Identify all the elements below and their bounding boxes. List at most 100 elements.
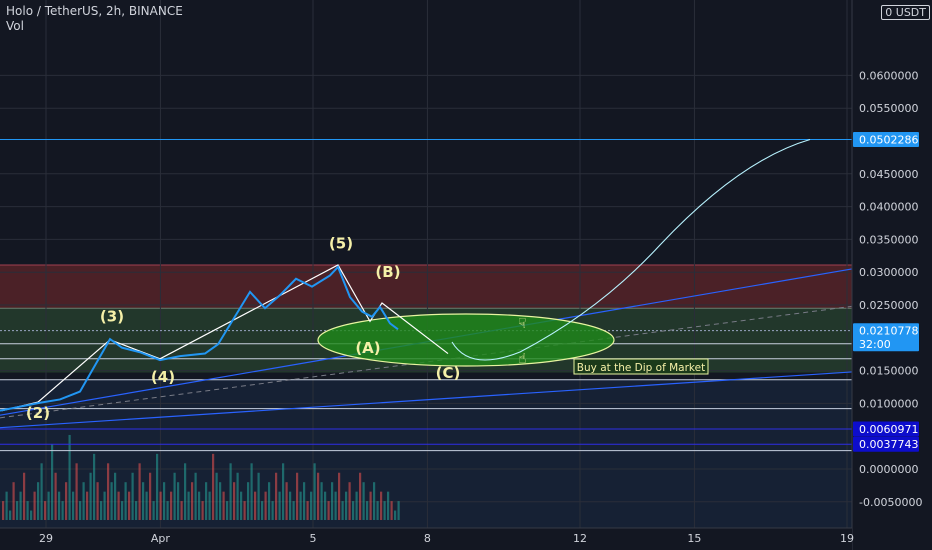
volume-bar [380,491,383,520]
y-tick-label: 0.0300000 [859,266,919,279]
wave-label: (A) [355,339,380,357]
volume-bar [355,491,358,520]
volume-bar [240,491,243,520]
volume-bar [177,482,180,520]
volume-bar [184,463,187,520]
x-tick-label: 5 [310,532,317,545]
volume-bar [124,482,127,520]
volume-bar [170,491,173,520]
volume-bar [376,501,379,520]
volume-bar [5,491,8,520]
volume-bar [205,482,208,520]
volume-bar [79,501,82,520]
volume-layer [2,434,400,520]
y-tick-label: 0.0150000 [859,365,919,378]
volume-bar [233,482,236,520]
y-tick-label: 0.0100000 [859,397,919,410]
volume-bar [30,510,33,520]
volume-bar [299,491,302,520]
volume-bar [26,501,29,520]
volume-bar [131,472,134,520]
volume-bar [306,501,309,520]
price-tag-countdown: 32:00 [859,338,891,351]
volume-bar [166,501,169,520]
x-axis[interactable]: 29 Apr 5 8 12 15 19 [0,527,854,550]
y-tick-label: 0.0450000 [859,168,919,181]
volume-bar [47,491,50,520]
volume-bar [222,491,225,520]
x-tick-label: 29 [39,532,53,545]
volume-bar [303,482,306,520]
volume-bar [313,463,316,520]
volume-bar [387,491,390,520]
projection-curve [451,138,811,361]
y-tick-label: -0.0050000 [859,496,922,509]
volume-bar [2,501,5,520]
wave-label: (3) [100,307,124,325]
volume-bar [257,472,260,520]
volume-bar [369,491,372,520]
grid-layer [0,0,852,528]
volume-bar [9,510,12,520]
volume-bar [16,501,19,520]
volume-bar [250,463,253,520]
price-line [0,265,399,412]
volume-bar [296,472,299,520]
volume-bar [261,501,264,520]
hand-icon: ☟ [518,316,527,332]
volume-bar [40,463,43,520]
zones-layer [0,264,852,550]
volume-bar [254,491,257,520]
volume-bar [348,482,351,520]
annotation-text: Buy at the Dip of Market [577,362,705,374]
volume-bar [282,463,285,520]
volume-bar [191,482,194,520]
x-tick-label: Apr [151,532,171,545]
volume-bar [208,491,211,520]
price-tag-value: 0.0502286 [859,134,919,147]
y-axis[interactable]: 0.0600000 0.0550000 0.0450000 0.0400000 0.03… [851,0,932,550]
wave-label: (C) [436,364,461,382]
volume-bar [72,491,75,520]
volume-bar [89,472,92,520]
price-tag-value: 0.0210778 [859,325,919,338]
volume-bar [121,501,124,520]
volume-bar [275,472,278,520]
x-tick-label: 12 [573,532,587,545]
volume-bar [187,491,190,520]
volume-bar [194,472,197,520]
x-tick-label: 8 [424,532,431,545]
volume-bar [278,491,281,520]
x-axis-bg [0,528,852,550]
volume-bar [219,482,222,520]
volume-label[interactable]: Vol [6,19,24,33]
price-layer [0,265,399,412]
trend-line-lower [0,371,853,429]
volume-bar [58,491,61,520]
wave-labels-layer: (2) (3) (4) (5) (A) (B) (C) [26,235,460,422]
volume-bar [390,501,393,520]
volume-bar [159,491,162,520]
volume-bar [110,482,113,520]
volume-bar [201,501,204,520]
volume-bar [320,482,323,520]
volume-bar [75,463,78,520]
volume-bar [100,501,103,520]
y-tick-label: 0.0600000 [859,69,919,82]
y-tick-label: 0.0350000 [859,233,919,246]
volume-bar [331,482,334,520]
volume-bar [247,482,250,520]
volume-bar [264,491,267,520]
volume-bar [324,491,327,520]
currency-badge[interactable]: 0 USDT [881,5,930,20]
lower-zone [0,379,852,550]
price-tag [853,421,919,437]
symbol-title[interactable]: Holo / TetherUS, 2h, BINANCE [6,4,183,18]
price-tag [853,436,919,452]
volume-bar [394,510,397,520]
x-tick-label: 19 [840,532,854,545]
currency-suffix: 0 [885,6,893,19]
volume-bar [93,453,96,520]
volume-bar [289,491,292,520]
